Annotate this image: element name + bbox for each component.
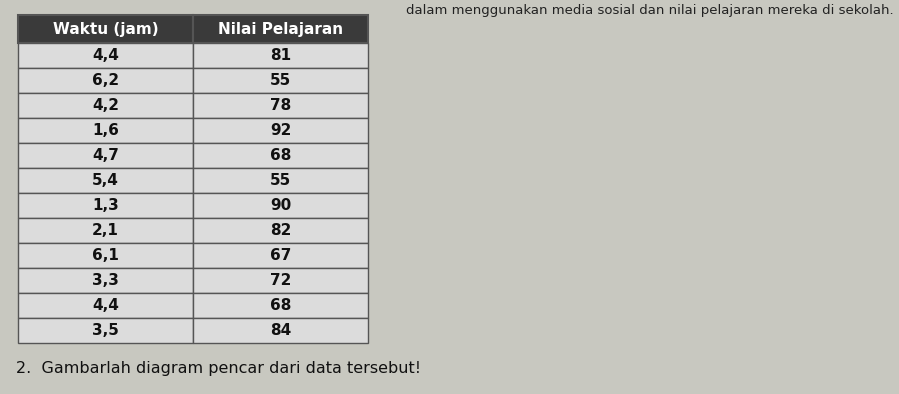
- Bar: [18, 168, 193, 193]
- Bar: [193, 268, 368, 293]
- Bar: [18, 93, 193, 118]
- Bar: [18, 43, 193, 68]
- Bar: [18, 118, 193, 143]
- Text: dalam menggunakan media sosial dan nilai pelajaran mereka di sekolah.: dalam menggunakan media sosial dan nilai…: [406, 4, 894, 17]
- Text: 78: 78: [270, 98, 291, 113]
- Text: 82: 82: [270, 223, 291, 238]
- Bar: [193, 318, 368, 343]
- Text: 1,6: 1,6: [92, 123, 119, 138]
- Bar: [193, 93, 368, 118]
- Text: 3,5: 3,5: [92, 323, 119, 338]
- Bar: [193, 168, 368, 193]
- Text: 55: 55: [270, 73, 291, 88]
- Text: 4,4: 4,4: [92, 48, 119, 63]
- Text: 1,3: 1,3: [92, 198, 119, 213]
- Bar: [18, 68, 193, 93]
- Text: 4,4: 4,4: [92, 298, 119, 313]
- Bar: [193, 118, 368, 143]
- Bar: [193, 293, 368, 318]
- Bar: [193, 218, 368, 243]
- Text: 6,1: 6,1: [92, 248, 119, 263]
- Text: 5,4: 5,4: [92, 173, 119, 188]
- Text: 4,2: 4,2: [92, 98, 119, 113]
- Text: 2.  Gambarlah diagram pencar dari data tersebut!: 2. Gambarlah diagram pencar dari data te…: [16, 361, 421, 376]
- Bar: [18, 218, 193, 243]
- Text: 6,2: 6,2: [92, 73, 119, 88]
- Text: 68: 68: [270, 148, 291, 163]
- Text: 84: 84: [270, 323, 291, 338]
- Bar: [193, 43, 368, 68]
- Bar: [193, 193, 368, 218]
- Text: 72: 72: [270, 273, 291, 288]
- Bar: [18, 243, 193, 268]
- Bar: [18, 268, 193, 293]
- Bar: [193, 68, 368, 93]
- Text: 92: 92: [270, 123, 291, 138]
- Bar: [18, 318, 193, 343]
- Text: 3,3: 3,3: [92, 273, 119, 288]
- Bar: [18, 15, 193, 43]
- Text: 55: 55: [270, 173, 291, 188]
- Bar: [193, 143, 368, 168]
- Text: 81: 81: [270, 48, 291, 63]
- Text: 2,1: 2,1: [92, 223, 119, 238]
- Text: 67: 67: [270, 248, 291, 263]
- Text: 68: 68: [270, 298, 291, 313]
- Bar: [18, 143, 193, 168]
- Text: Waktu (jam): Waktu (jam): [53, 22, 158, 37]
- Bar: [18, 193, 193, 218]
- Text: Nilai Pelajaran: Nilai Pelajaran: [218, 22, 343, 37]
- Text: 4,7: 4,7: [92, 148, 119, 163]
- Bar: [193, 15, 368, 43]
- Text: 90: 90: [270, 198, 291, 213]
- Bar: [193, 243, 368, 268]
- Bar: [18, 293, 193, 318]
